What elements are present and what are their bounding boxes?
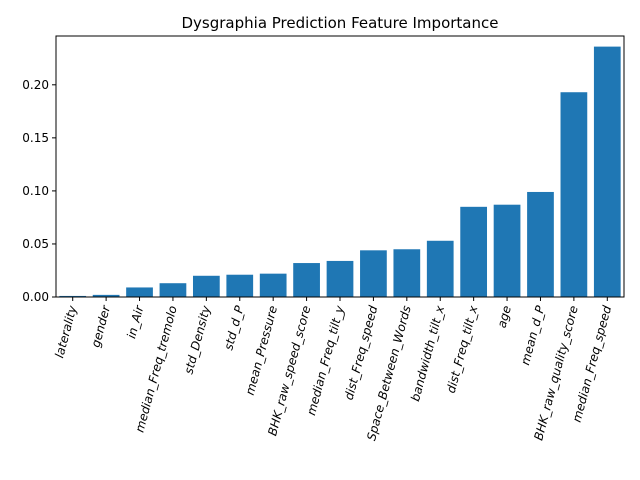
bar-age — [493, 204, 521, 297]
bar-space-between-words — [393, 249, 421, 297]
bar-std-density — [192, 275, 220, 297]
x-tick-label-laterality: laterality — [52, 303, 80, 359]
x-tick-label-median-freq-tilt-y: median_Freq_tilt_y — [304, 303, 347, 417]
y-tick-label: 0.05 — [22, 237, 49, 251]
chart-title: Dysgraphia Prediction Feature Importance — [182, 14, 499, 32]
bar-gender — [92, 294, 120, 297]
bar-bhk-raw-speed-score — [293, 263, 320, 297]
x-tick-label-gender: gender — [88, 303, 113, 349]
bar-dist-freq-speed — [360, 250, 387, 297]
y-axis: 0.00 0.05 0.10 0.15 0.20 — [22, 78, 56, 304]
bars-group — [59, 46, 621, 297]
y-tick-label: 0.15 — [22, 131, 49, 145]
x-tick-label-dist-freq-tilt-x: dist_Freq_tilt_x — [444, 303, 481, 394]
x-tick-label-mean-pressure: mean_Pressure — [243, 304, 280, 397]
x-tick-label-bandwidth-tilt-x: bandwidth_tilt_x — [408, 303, 447, 403]
plot-frame — [55, 35, 625, 298]
bar-median-freq-speed — [593, 46, 621, 297]
bar-mean-d-p — [527, 191, 554, 297]
x-tick-label-std-density: std_Density — [182, 303, 214, 375]
x-axis: laterality gender in_Airmedian_Freq_tremol… — [52, 297, 614, 442]
bar-median-freq-tilt-y — [326, 260, 354, 297]
y-tick-label: 0.00 — [22, 290, 49, 304]
x-tick-label-dist-freq-speed: dist_Freq_speed — [342, 304, 381, 402]
bar-laterality — [59, 295, 87, 297]
bar-bhk-raw-quality-score — [560, 92, 588, 297]
y-tick-label: 0.20 — [22, 78, 49, 92]
x-tick-label-std-d-p: std_d_P — [221, 303, 246, 351]
bar-median-freq-tremolo — [159, 283, 187, 297]
x-tick-label-age: age — [495, 304, 514, 329]
x-tick-label-in-air: in_Air — [124, 303, 146, 340]
y-tick-label: 0.10 — [22, 184, 49, 198]
bar-mean-pressure — [259, 273, 287, 297]
bar-bandwidth-tilt-x — [426, 240, 454, 297]
x-tick-label-mean-d-p: mean_d_P — [518, 303, 547, 366]
bar-std-d-p — [226, 274, 254, 297]
bar-in-air — [126, 287, 153, 297]
bar-dist-freq-tilt-x — [460, 206, 488, 297]
